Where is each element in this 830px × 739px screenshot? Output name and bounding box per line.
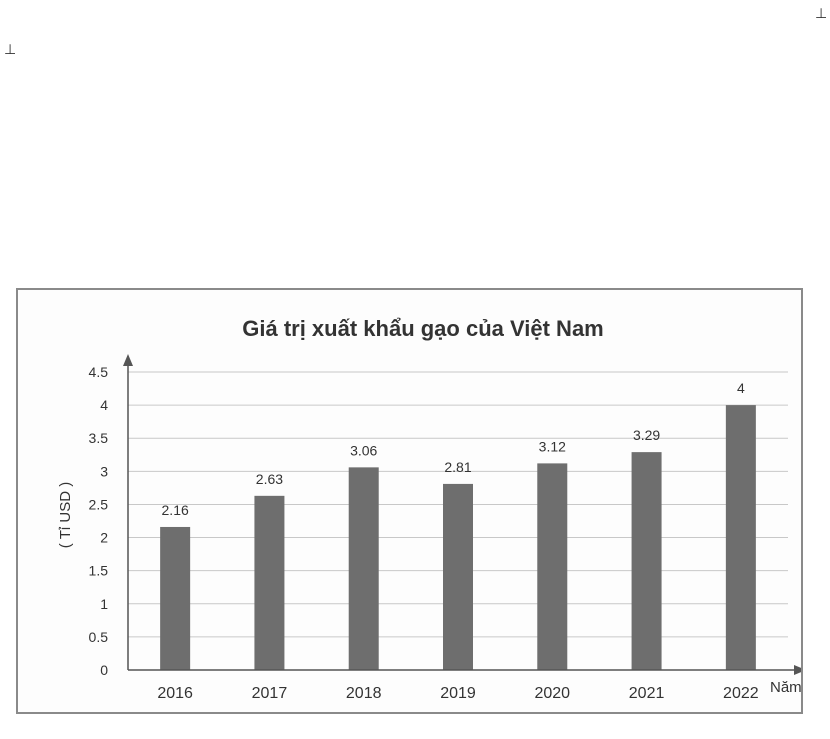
x-tick-label-2016: 2016 [157,685,193,702]
bar-2021 [631,452,662,670]
value-label-2020: 3.12 [539,438,566,454]
y-tick-label: 1 [100,596,108,612]
x-tick-labels: 2016 2017 2018 2019 2020 2021 2022 [157,685,758,702]
x-tick-label-2022: 2022 [723,685,759,702]
x-tick-label-2021: 2021 [629,685,665,702]
axes [123,354,806,675]
y-tick-label: 3 [100,463,108,479]
chart-frame: Giá trị xuất khẩu gạo của Việt Nam ( Tỉ … [16,288,806,714]
y-axis-arrow-icon [123,354,133,366]
y-tick-label: 0.5 [89,629,109,645]
x-tick-label-2017: 2017 [252,685,288,702]
value-label-2017: 2.63 [256,471,283,487]
x-tick-label-2019: 2019 [440,685,476,702]
bar-chart: Giá trị xuất khẩu gạo của Việt Nam ( Tỉ … [57,316,806,702]
corner-mark-top-right: ⊥ [815,6,828,22]
y-tick-label: 2.5 [89,496,109,512]
y-tick-label: 1.5 [89,563,109,579]
y-tick-label: 3.5 [89,430,109,446]
bar-2022 [725,405,756,670]
bar-2017 [254,495,285,670]
chart-title: Giá trị xuất khẩu gạo của Việt Nam [242,316,604,341]
y-tick-labels: 0 0.5 1 1.5 2 2.5 3 3.5 4 4.5 [89,364,109,678]
y-tick-label: 4 [100,397,108,413]
x-tick-label-2020: 2020 [534,685,570,702]
y-tick-label: 2 [100,530,108,546]
bar-2016 [160,526,191,670]
value-labels: 2.16 2.63 3.06 2.81 3.12 3.29 4 [162,380,745,518]
value-label-2018: 3.06 [350,442,377,458]
x-axis-label: Năm [770,679,801,696]
corner-mark-top-left: ⊥ [4,42,17,58]
value-label-2021: 3.29 [633,427,660,443]
bar-2019 [443,483,473,670]
y-axis-label: ( Tỉ USD ) [57,482,74,548]
bar-2020 [537,463,568,670]
y-tick-label: 4.5 [89,364,109,380]
bar-2018 [348,467,379,670]
value-label-2022: 4 [737,380,745,396]
value-label-2019: 2.81 [444,459,471,475]
bars [160,405,756,670]
x-tick-label-2018: 2018 [346,685,382,702]
value-label-2016: 2.16 [162,502,189,518]
y-tick-label: 0 [100,662,108,678]
x-axis-arrow-icon [794,665,806,675]
